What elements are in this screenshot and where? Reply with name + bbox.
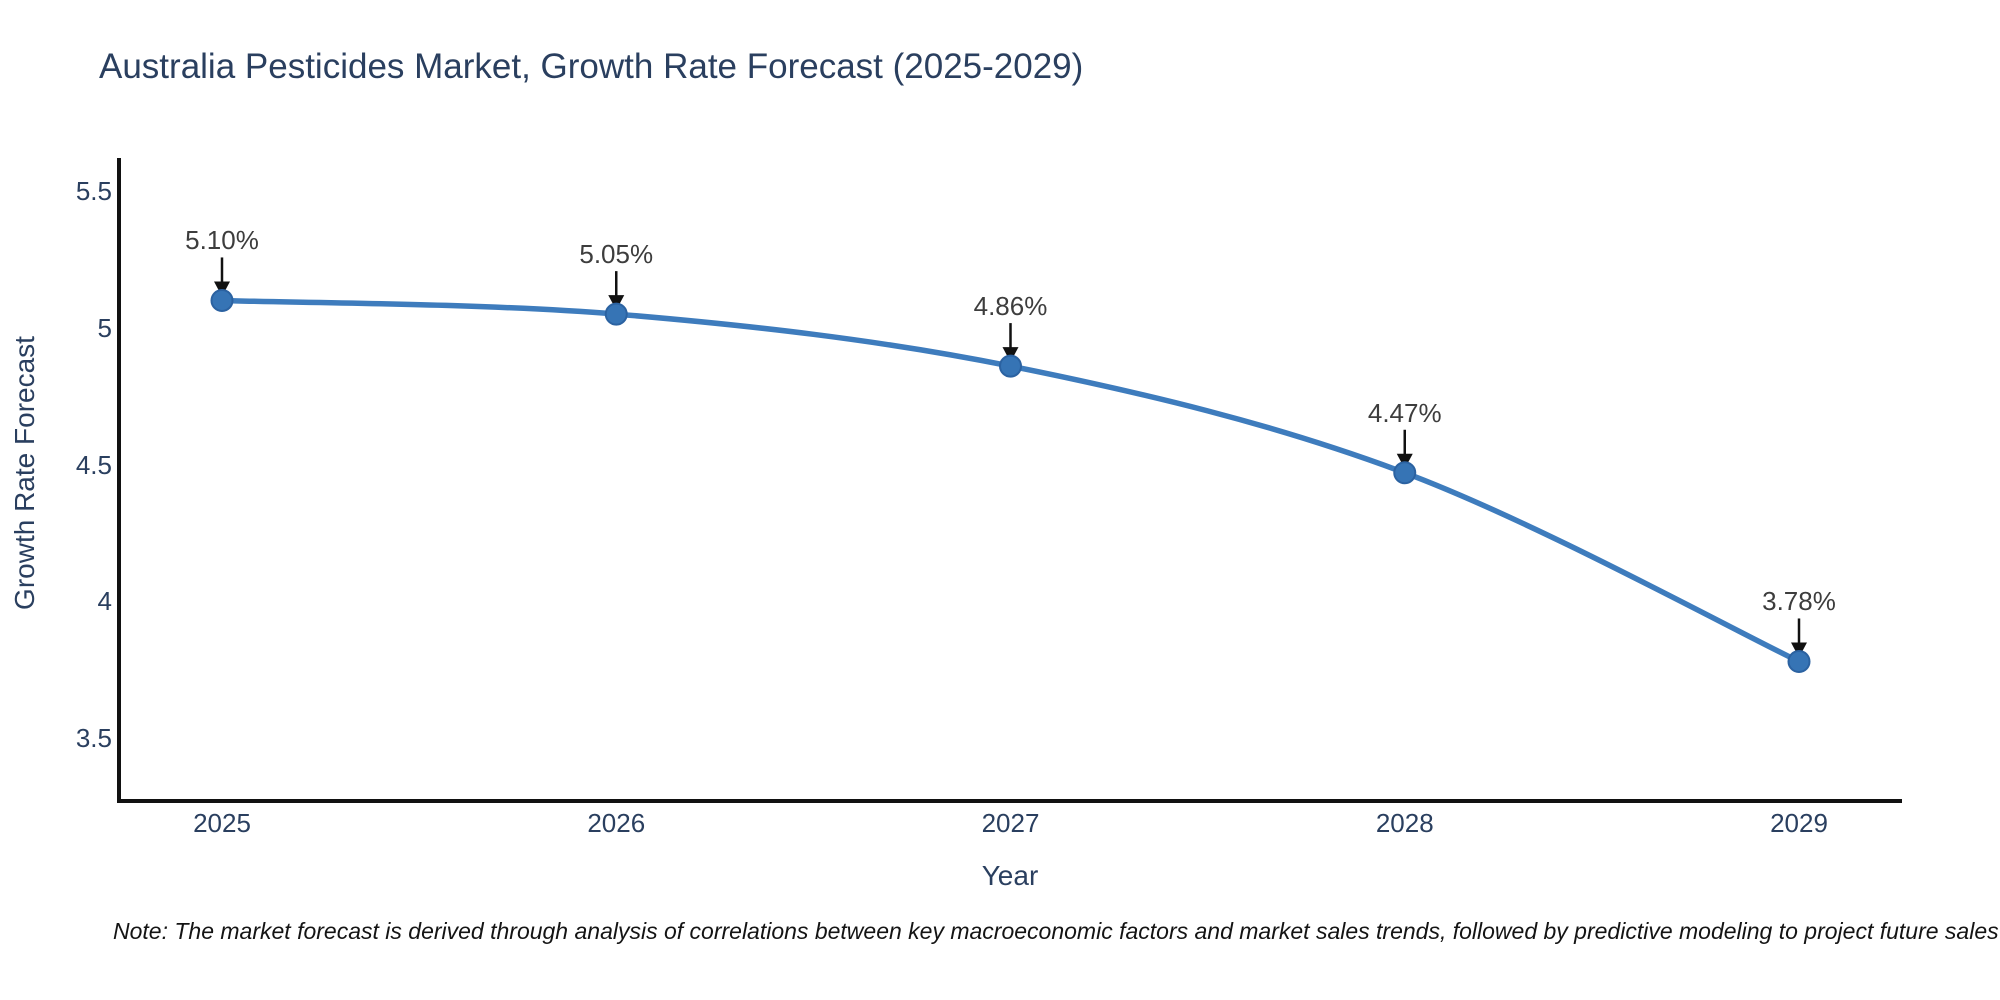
y-axis-title: Growth Rate Forecast [9, 336, 40, 610]
chart-title: Australia Pesticides Market, Growth Rate… [99, 47, 1084, 86]
data-point-marker[interactable] [1787, 649, 1811, 673]
x-tick-label: 2026 [587, 808, 646, 838]
y-tick-label: 4.5 [75, 449, 112, 480]
data-point-annotation: 5.10% [185, 225, 259, 256]
x-tick-label: 2028 [1375, 808, 1434, 838]
data-point-marker[interactable] [210, 288, 234, 312]
data-point-annotation: 4.47% [1367, 397, 1442, 428]
data-point-annotation: 4.86% [973, 291, 1048, 322]
x-tick-label: 2027 [981, 808, 1040, 838]
data-point-marker[interactable] [604, 302, 628, 326]
data-point-annotation: 3.78% [1762, 586, 1836, 617]
data-point-marker[interactable] [999, 354, 1022, 378]
y-tick-label: 5.5 [75, 176, 112, 207]
x-tick-label: 2025 [193, 808, 251, 838]
footnote: Note: The market forecast is derived thr… [113, 918, 1999, 944]
x-axis-title: Year [981, 860, 1039, 891]
y-tick-label: 4 [97, 586, 112, 617]
x-tick-label: 2029 [1770, 808, 1828, 838]
data-point-marker[interactable] [1393, 461, 1417, 485]
data-point-annotation: 5.05% [579, 239, 654, 270]
y-tick-label: 3.5 [75, 723, 112, 754]
y-tick-label: 5 [97, 312, 112, 343]
